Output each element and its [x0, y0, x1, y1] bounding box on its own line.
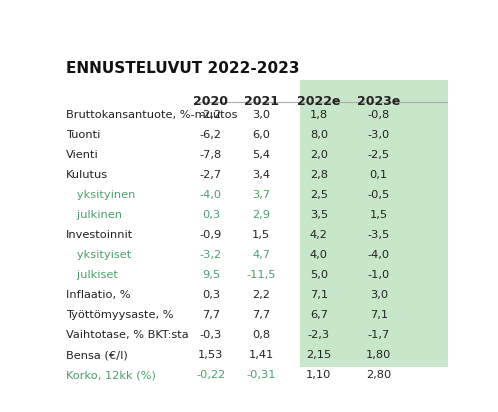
- Text: -4,0: -4,0: [368, 250, 390, 260]
- Text: 2020: 2020: [193, 96, 229, 108]
- Text: 2022e: 2022e: [297, 96, 341, 108]
- Text: Vaihtotase, % BKT:sta: Vaihtotase, % BKT:sta: [66, 330, 189, 340]
- Text: Inflaatio, %: Inflaatio, %: [66, 290, 130, 300]
- Text: -11,5: -11,5: [247, 270, 276, 280]
- Text: julkinen: julkinen: [66, 210, 122, 220]
- Text: 4,7: 4,7: [252, 250, 270, 260]
- Text: 5,4: 5,4: [252, 150, 270, 160]
- Text: -4,0: -4,0: [200, 190, 222, 200]
- Text: -3,2: -3,2: [200, 250, 222, 260]
- Text: 2,15: 2,15: [306, 350, 332, 360]
- Text: -2,3: -2,3: [308, 330, 330, 340]
- Text: -0,3: -0,3: [200, 330, 222, 340]
- Text: Bruttokansantuote, %-muutos: Bruttokansantuote, %-muutos: [66, 110, 238, 120]
- Text: 7,7: 7,7: [202, 310, 220, 320]
- Text: -3,5: -3,5: [368, 230, 390, 240]
- Text: 3,7: 3,7: [252, 190, 270, 200]
- Text: 8,0: 8,0: [310, 130, 328, 140]
- Bar: [300, 80, 448, 393]
- Text: 4,0: 4,0: [310, 250, 328, 260]
- Text: 1,41: 1,41: [249, 350, 273, 360]
- Text: 3,4: 3,4: [252, 170, 270, 180]
- Text: -2,7: -2,7: [200, 170, 222, 180]
- Text: Vienti: Vienti: [66, 150, 99, 160]
- Text: -2,2: -2,2: [200, 110, 222, 120]
- Text: -0,5: -0,5: [368, 190, 390, 200]
- Text: yksityinen: yksityinen: [66, 190, 135, 200]
- Text: 0,3: 0,3: [202, 210, 220, 220]
- Text: -0,31: -0,31: [247, 370, 276, 380]
- Text: 6,0: 6,0: [252, 130, 270, 140]
- Text: 1,10: 1,10: [306, 370, 332, 380]
- Text: -0,22: -0,22: [196, 370, 226, 380]
- Text: Investoinnit: Investoinnit: [66, 230, 133, 240]
- Text: -1,7: -1,7: [368, 330, 390, 340]
- Text: -1,0: -1,0: [368, 270, 390, 280]
- Text: 3,0: 3,0: [370, 290, 388, 300]
- Text: 2,0: 2,0: [310, 150, 328, 160]
- Text: yksityiset: yksityiset: [66, 250, 131, 260]
- Text: 5,0: 5,0: [310, 270, 328, 280]
- Text: -0,9: -0,9: [200, 230, 222, 240]
- Text: 0,8: 0,8: [252, 330, 270, 340]
- Text: 1,80: 1,80: [366, 350, 391, 360]
- Text: 2,80: 2,80: [366, 370, 391, 380]
- Text: -2,5: -2,5: [368, 150, 390, 160]
- Text: 0,1: 0,1: [370, 170, 388, 180]
- Text: Korko, 12kk (%): Korko, 12kk (%): [66, 370, 156, 380]
- Text: 7,7: 7,7: [252, 310, 270, 320]
- Text: 2,9: 2,9: [252, 210, 270, 220]
- Text: 3,5: 3,5: [310, 210, 328, 220]
- Text: 2,8: 2,8: [310, 170, 328, 180]
- Text: 7,1: 7,1: [370, 310, 388, 320]
- Text: Kulutus: Kulutus: [66, 170, 108, 180]
- Text: -3,0: -3,0: [368, 130, 390, 140]
- Text: 1,53: 1,53: [198, 350, 224, 360]
- Text: Tuonti: Tuonti: [66, 130, 101, 140]
- Text: -6,2: -6,2: [200, 130, 222, 140]
- Text: Bensa (€/l): Bensa (€/l): [66, 350, 128, 360]
- Text: 2,5: 2,5: [310, 190, 328, 200]
- Text: 6,7: 6,7: [310, 310, 328, 320]
- Text: 1,5: 1,5: [252, 230, 270, 240]
- Text: 7,1: 7,1: [310, 290, 328, 300]
- Text: julkiset: julkiset: [66, 270, 118, 280]
- Text: 2,2: 2,2: [252, 290, 270, 300]
- Text: Työttömyysaste, %: Työttömyysaste, %: [66, 310, 174, 320]
- Text: -7,8: -7,8: [200, 150, 222, 160]
- Text: 1,5: 1,5: [370, 210, 388, 220]
- Text: 4,2: 4,2: [310, 230, 328, 240]
- Text: -0,8: -0,8: [368, 110, 390, 120]
- Text: ENNUSTELUVUT 2022-2023: ENNUSTELUVUT 2022-2023: [66, 61, 300, 75]
- Text: 1,8: 1,8: [310, 110, 328, 120]
- Text: 2021: 2021: [244, 96, 278, 108]
- Text: 2023e: 2023e: [357, 96, 400, 108]
- Text: 3,0: 3,0: [252, 110, 270, 120]
- Text: 9,5: 9,5: [202, 270, 220, 280]
- Text: 0,3: 0,3: [202, 290, 220, 300]
